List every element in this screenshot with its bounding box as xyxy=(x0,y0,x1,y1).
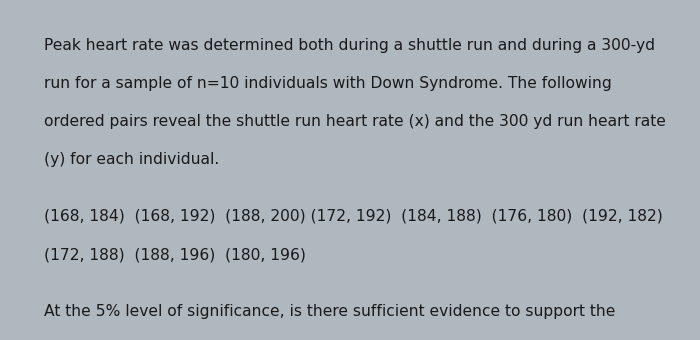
Text: ordered pairs reveal the shuttle run heart rate (x) and the 300 yd run heart rat: ordered pairs reveal the shuttle run hea… xyxy=(44,114,666,129)
Text: (168, 184)  (168, 192)  (188, 200) (172, 192)  (184, 188)  (176, 180)  (192, 182: (168, 184) (168, 192) (188, 200) (172, 1… xyxy=(44,209,663,224)
Text: (y) for each individual.: (y) for each individual. xyxy=(44,152,220,167)
Text: (172, 188)  (188, 196)  (180, 196): (172, 188) (188, 196) (180, 196) xyxy=(44,247,306,262)
Text: run for a sample of n=10 individuals with Down Syndrome. The following: run for a sample of n=10 individuals wit… xyxy=(44,76,612,91)
Text: At the 5% level of significance, is there sufficient evidence to support the: At the 5% level of significance, is ther… xyxy=(44,304,616,319)
Text: Peak heart rate was determined both during a shuttle run and during a 300-yd: Peak heart rate was determined both duri… xyxy=(44,38,655,53)
